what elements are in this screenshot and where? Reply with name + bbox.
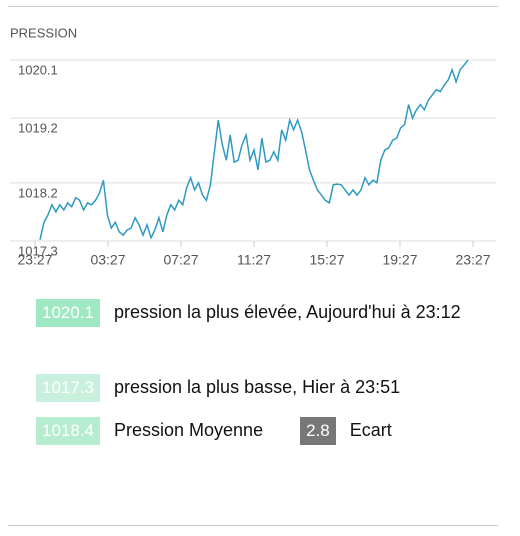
lowest-row: 1017.3 pression la plus basse, Hier à 23:… [36,370,400,404]
highest-badge: 1020.1 [36,299,100,328]
highest-row: 1020.1 pression la plus élevée, Aujourd'h… [36,295,466,329]
x-tick-label: 19:27 [382,252,417,268]
line [39,59,469,240]
average-row: 1018.4 Pression Moyenne 2.8 Ecart [36,413,392,447]
chart: PRESSION 1017.3 1018.2 1019.2 1020.1 23:27 03… [10,25,496,268]
y-tick-label: 1017.3 [18,243,58,258]
y-tick-label: 1019.2 [18,121,58,136]
y-tick-label: 1020.1 [18,62,58,77]
range-badge: 2.8 [300,417,336,446]
average-text: Pression Moyenne [114,420,264,440]
chart-title: PRESSION [10,25,77,40]
range-text: Ecart [349,420,392,440]
lowest-badge: 1017.3 [36,374,100,403]
average-badge: 1018.4 [36,417,100,446]
x-tick-label: 11:27 [237,252,271,268]
x-tick-label: 15:27 [309,252,344,268]
x-tick-label: 03:27 [90,252,125,268]
top-rule [8,6,498,7]
lowest-text: pression la plus basse, Hier à 23:51 [114,377,401,397]
y-tick-label: 1018.2 [18,185,58,200]
x-tick-label: 23:27 [17,252,52,268]
highest-text: pression la plus élevée, Aujourd'hui à 2… [114,302,461,322]
x-tick-label: 23:27 [455,252,490,268]
bottom-rule [8,525,498,526]
x-tick-label: 07:27 [163,252,198,268]
